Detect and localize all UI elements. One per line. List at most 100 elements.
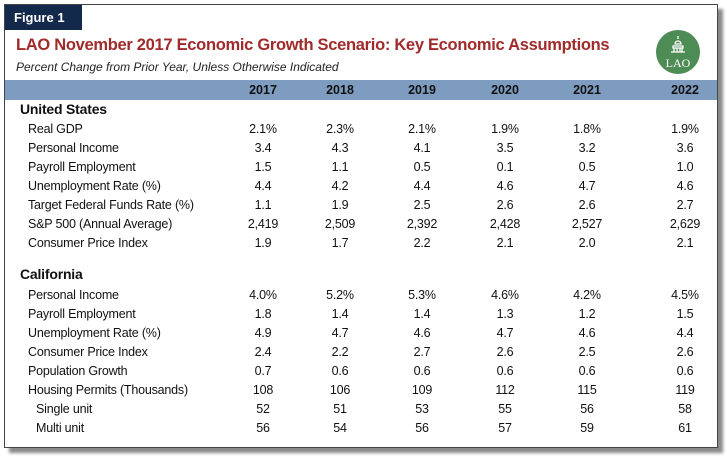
cell-value: 2.7 [413, 345, 431, 359]
row-label: Unemployment Rate (%) [28, 179, 161, 193]
table-row: Single unit 52 51 53 55 56 58 [0, 400, 727, 419]
cell-value: 0.1 [496, 160, 514, 174]
cell-value: 4.4 [676, 326, 694, 340]
row-label: S&P 500 (Annual Average) [28, 217, 173, 231]
row-label: Consumer Price Index [28, 236, 148, 250]
row-label: Personal Income [28, 141, 119, 155]
row-label: Unemployment Rate (%) [28, 326, 161, 340]
cell-value: 1.4 [413, 307, 431, 321]
cell-value: 2.1% [408, 122, 436, 136]
cell-value: 0.5 [578, 160, 596, 174]
cell-value: 2,392 [406, 217, 438, 231]
cell-value: 0.6 [496, 364, 514, 378]
cell-value: 51 [333, 402, 347, 416]
cell-value: 2.4 [254, 345, 272, 359]
cell-value: 0.6 [578, 364, 596, 378]
cell-value: 56 [415, 421, 429, 435]
cell-value: 2.1% [249, 122, 277, 136]
cell-value: 2.6 [578, 198, 596, 212]
row-label: Personal Income [28, 288, 119, 302]
cell-value: 4.5% [671, 288, 699, 302]
cell-value: 112 [495, 383, 515, 397]
cell-value: 4.6% [491, 288, 519, 302]
cell-value: 2,629 [669, 217, 701, 231]
column-header-2021: 2021 [573, 83, 601, 97]
row-label: Multi unit [36, 421, 85, 435]
cell-value: 3.4 [254, 141, 272, 155]
cell-value: 2.2 [413, 236, 431, 250]
row-label: Consumer Price Index [28, 345, 148, 359]
cell-value: 2.3% [326, 122, 354, 136]
table-row: Consumer Price Index 2.4 2.2 2.7 2.6 2.5 2.6 [0, 343, 727, 362]
cell-value: 2.5 [578, 345, 596, 359]
row-label: Target Federal Funds Rate (%) [28, 198, 194, 212]
cell-value: 4.9 [254, 326, 272, 340]
table-row: Personal Income 4.0% 5.2% 5.3% 4.6% 4.2% 4.5% [0, 286, 727, 305]
cell-value: 2.6 [496, 345, 514, 359]
cell-value: 2.1 [676, 236, 694, 250]
cell-value: 4.0% [249, 288, 277, 302]
cell-value: 52 [256, 402, 270, 416]
cell-value: 2,509 [324, 217, 356, 231]
section-header: United States [0, 101, 727, 120]
cell-value: 1.3 [496, 307, 514, 321]
figure-subtitle: Percent Change from Prior Year, Unless O… [16, 60, 339, 74]
cell-value: 106 [329, 383, 351, 397]
cell-value: 4.1 [413, 141, 431, 155]
cell-value: 57 [498, 421, 512, 435]
figure-title: LAO November 2017 Economic Growth Scenar… [16, 36, 610, 54]
cell-value: 55 [498, 402, 512, 416]
cell-value: 0.7 [254, 364, 272, 378]
cell-value: 109 [411, 383, 433, 397]
section-title: United States [20, 101, 107, 117]
table-row: Real GDP 2.1% 2.3% 2.1% 1.9% 1.8% 1.9% [0, 120, 727, 139]
logo-text: LAO [665, 56, 691, 70]
column-header-2020: 2020 [491, 83, 519, 97]
cell-value: 4.6 [676, 179, 694, 193]
cell-value: 2.6 [496, 198, 514, 212]
table-row: Multi unit 56 54 56 57 59 61 [0, 419, 727, 438]
cell-value: 0.6 [413, 364, 431, 378]
table-row: Unemployment Rate (%) 4.4 4.2 4.4 4.6 4.7 4.6 [0, 177, 727, 196]
cell-value: 4.7 [331, 326, 349, 340]
cell-value: 4.4 [413, 179, 431, 193]
cell-value: 3.5 [496, 141, 514, 155]
column-header-band: 2017 2018 2019 2020 2021 2022 [5, 80, 717, 100]
cell-value: 1.9% [671, 122, 699, 136]
cell-value: 2.2 [331, 345, 349, 359]
cell-value: 4.2 [331, 179, 349, 193]
cell-value: 1.9 [254, 236, 272, 250]
cell-value: 59 [580, 421, 594, 435]
cell-value: 0.5 [413, 160, 431, 174]
cell-value: 4.6 [578, 326, 596, 340]
table-row: Population Growth 0.7 0.6 0.6 0.6 0.6 0.6 [0, 362, 727, 381]
cell-value: 0.6 [331, 364, 349, 378]
row-label: Real GDP [28, 122, 83, 136]
table-row: Payroll Employment 1.5 1.1 0.5 0.1 0.5 1.0 [0, 158, 727, 177]
figure-label: Figure 1 [5, 5, 82, 30]
cell-value: 3.2 [578, 141, 596, 155]
cell-value: 1.4 [331, 307, 349, 321]
row-label: Single unit [36, 402, 93, 416]
cell-value: 1.7 [331, 236, 349, 250]
cell-value: 2,428 [489, 217, 521, 231]
row-label: Payroll Employment [28, 307, 136, 321]
cell-value: 1.8 [254, 307, 272, 321]
figure-frame [4, 4, 718, 448]
column-header-2017: 2017 [249, 83, 277, 97]
cell-value: 0.6 [676, 364, 694, 378]
row-label: Payroll Employment [28, 160, 136, 174]
table-row: Payroll Employment 1.8 1.4 1.4 1.3 1.2 1.5 [0, 305, 727, 324]
cell-value: 2.6 [676, 345, 694, 359]
column-header-2022: 2022 [671, 83, 699, 97]
cell-value: 4.6 [496, 179, 514, 193]
cell-value: 1.1 [331, 160, 349, 174]
cell-value: 1.9% [491, 122, 519, 136]
cell-value: 54 [333, 421, 347, 435]
cell-value: 2.1 [496, 236, 514, 250]
cell-value: 4.2% [573, 288, 601, 302]
section-title: California [20, 266, 83, 282]
table-row: S&P 500 (Annual Average) 2,419 2,509 2,392 2… [0, 215, 727, 234]
column-header-2019: 2019 [408, 83, 436, 97]
cell-value: 2.0 [578, 236, 596, 250]
